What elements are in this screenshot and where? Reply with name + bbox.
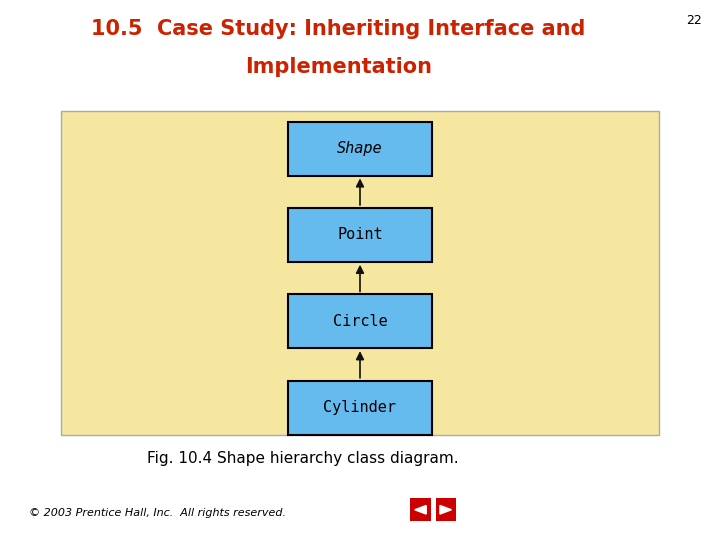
Text: Cylinder: Cylinder <box>323 400 397 415</box>
Bar <box>436 498 456 521</box>
Text: 22: 22 <box>686 14 702 26</box>
Text: Circle: Circle <box>333 314 387 329</box>
Bar <box>288 294 432 348</box>
Text: Implementation: Implementation <box>245 57 432 77</box>
Text: Point: Point <box>337 227 383 242</box>
Polygon shape <box>440 505 451 514</box>
Bar <box>288 208 432 262</box>
Text: Fig. 10.4 Shape hierarchy class diagram.: Fig. 10.4 Shape hierarchy class diagram. <box>147 451 458 466</box>
Bar <box>61 111 659 435</box>
Text: Shape: Shape <box>337 141 383 156</box>
Polygon shape <box>415 505 426 514</box>
Bar <box>288 381 432 435</box>
Text: © 2003 Prentice Hall, Inc.  All rights reserved.: © 2003 Prentice Hall, Inc. All rights re… <box>29 508 286 518</box>
Bar <box>288 122 432 176</box>
Bar <box>410 498 431 521</box>
Text: 10.5  Case Study: Inheriting Interface and: 10.5 Case Study: Inheriting Interface an… <box>91 19 585 39</box>
